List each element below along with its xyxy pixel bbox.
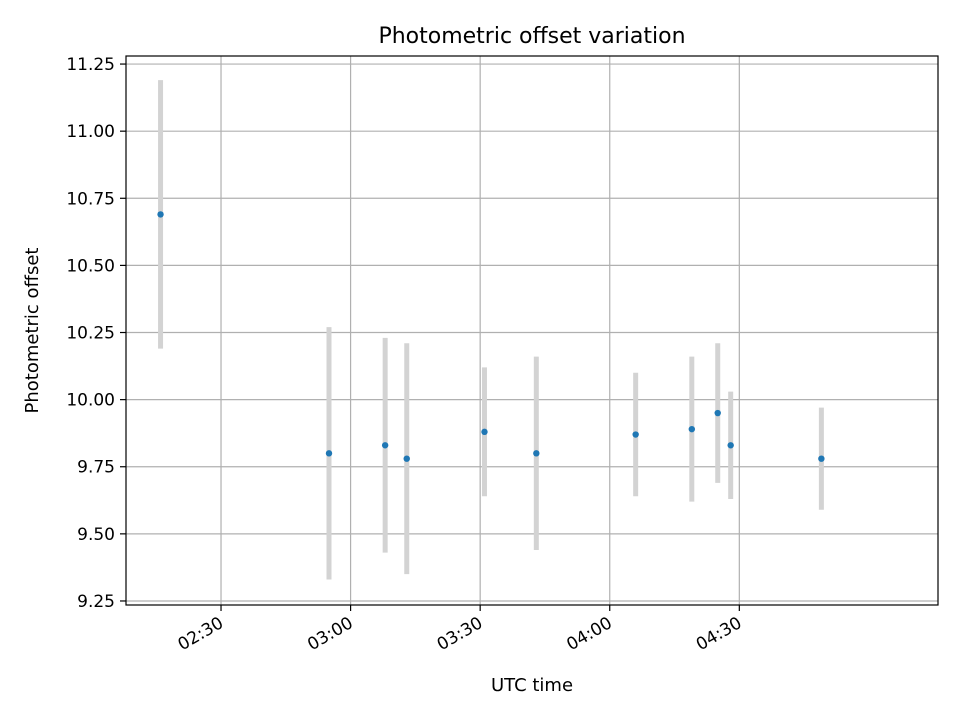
data-points bbox=[157, 211, 825, 462]
x-axis-label: UTC time bbox=[491, 675, 573, 696]
data-point bbox=[381, 442, 389, 449]
data-point bbox=[403, 455, 410, 462]
y-tick-label: 11.00 bbox=[66, 122, 115, 142]
data-point bbox=[325, 450, 333, 457]
chart-title: Photometric offset variation bbox=[378, 24, 685, 49]
y-tick-label: 9.25 bbox=[77, 592, 115, 612]
x-tick-label: 04:30 bbox=[693, 613, 745, 655]
x-tick-label: 04:00 bbox=[563, 613, 615, 655]
x-tick-label: 03:30 bbox=[434, 613, 486, 655]
data-point bbox=[818, 455, 825, 462]
y-axis-label: Photometric offset bbox=[22, 248, 43, 414]
y-tick-label: 9.75 bbox=[77, 458, 115, 478]
grid bbox=[126, 56, 938, 605]
x-tick-label: 02:30 bbox=[175, 613, 227, 655]
data-point bbox=[727, 442, 734, 449]
x-axis: 02:30 03:00 03:30 04:00 04:30 bbox=[175, 605, 745, 655]
x-tick-label: 03:00 bbox=[304, 613, 356, 655]
y-tick-label: 11.25 bbox=[66, 55, 115, 75]
y-axis: 9.25 9.50 9.75 10.00 10.25 10.50 10.75 11.00 11.… bbox=[66, 55, 126, 612]
y-tick-label: 10.75 bbox=[66, 189, 115, 209]
data-point bbox=[533, 450, 540, 457]
data-point bbox=[632, 431, 639, 438]
errorbars bbox=[158, 80, 824, 580]
y-tick-label: 10.50 bbox=[66, 256, 115, 276]
data-point bbox=[481, 428, 488, 436]
data-point bbox=[157, 211, 164, 218]
y-tick-label: 10.00 bbox=[66, 391, 115, 411]
y-tick-label: 10.25 bbox=[66, 324, 115, 344]
plot-frame bbox=[125, 55, 939, 606]
y-tick-label: 9.50 bbox=[77, 525, 115, 545]
data-point bbox=[688, 425, 696, 433]
data-point bbox=[714, 409, 721, 417]
